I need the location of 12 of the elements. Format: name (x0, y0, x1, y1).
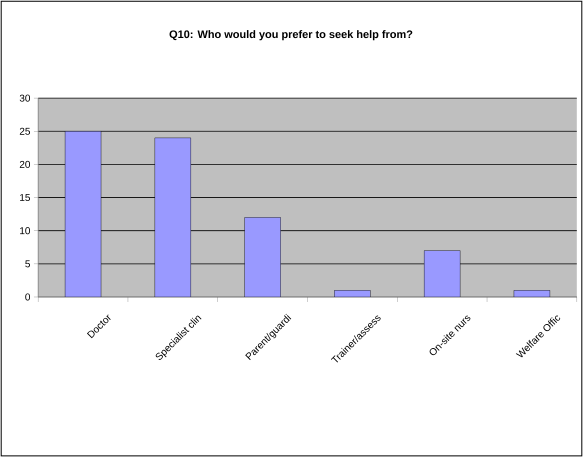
bar (154, 138, 192, 297)
bar (244, 217, 281, 297)
y-tick-label: 5 (25, 260, 30, 268)
bar (64, 131, 102, 297)
y-tick-label: 20 (20, 160, 30, 168)
chart-title: Q10: Who would you prefer to seek help from? (170, 30, 412, 40)
y-tick-label: 0 (25, 293, 30, 300)
y-tick-label: 15 (20, 194, 30, 201)
y-tick-label: 10 (20, 227, 30, 234)
y-tick-label: 25 (20, 128, 30, 135)
bar (424, 250, 460, 297)
y-tick-label: 30 (20, 94, 30, 102)
